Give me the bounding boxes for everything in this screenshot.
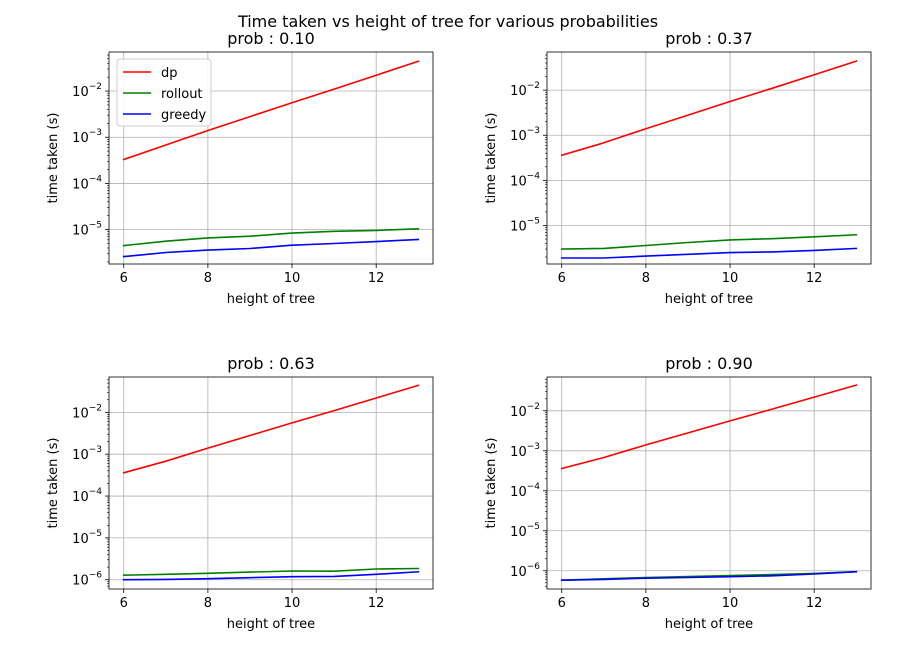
- y-tick-label: 10−5: [72, 221, 102, 239]
- x-tick-label: 10: [722, 596, 739, 611]
- y-tick-label: 10−4: [72, 174, 102, 192]
- y-axis-label: time taken (s): [484, 113, 499, 204]
- x-tick-label: 12: [806, 271, 823, 286]
- series-line-rollout: [122, 567, 420, 577]
- y-tick-label: 10−6: [72, 571, 102, 589]
- axes-frame: [546, 376, 872, 590]
- x-tick-label: 12: [368, 596, 385, 611]
- series-line-rollout: [560, 233, 858, 250]
- x-tick-label: 8: [642, 271, 650, 286]
- y-tick-label: 10−5: [510, 216, 540, 234]
- subplot-1: 6 8 10 12 10−5 10−4 10−3 10−2 prob : 0.10 height …: [46, 29, 434, 307]
- y-axis-label: time taken (s): [484, 438, 499, 529]
- x-tick-label: 12: [368, 271, 385, 286]
- subplot-title: prob : 0.90: [665, 354, 753, 373]
- y-tick-label: 10−3: [72, 445, 102, 463]
- x-axis-label: height of tree: [227, 292, 315, 307]
- series-line-greedy: [122, 238, 420, 258]
- y-tick-label: 10−2: [72, 82, 102, 100]
- x-tick-label: 10: [722, 271, 739, 286]
- figure-suptitle: Time taken vs height of tree for various…: [237, 12, 658, 31]
- y-tick-label: 10−4: [510, 171, 540, 189]
- axes-frame: [546, 51, 872, 265]
- y-tick-label: 10−5: [72, 529, 102, 547]
- x-axis-label: height of tree: [227, 617, 315, 632]
- y-tick-label: 10−5: [510, 522, 540, 540]
- x-tick-label: 6: [558, 271, 566, 286]
- series-line-greedy: [122, 570, 420, 581]
- y-tick-label: 10−4: [510, 482, 540, 500]
- y-tick-label: 10−2: [72, 403, 102, 421]
- x-tick-label: 8: [204, 596, 212, 611]
- subplot-title: prob : 0.10: [227, 29, 315, 48]
- y-axis-label: time taken (s): [46, 438, 61, 529]
- x-tick-label: 8: [204, 271, 212, 286]
- y-tick-label: 10−3: [72, 128, 102, 146]
- x-axis-label: height of tree: [665, 292, 753, 307]
- axes-frame: [108, 376, 434, 590]
- subplot-4: 6 8 10 12 10−6 10−5 10−4 10−3 10−2 prob : 0.90 hei…: [484, 354, 872, 632]
- subplot-title: prob : 0.63: [227, 354, 315, 373]
- y-tick-label: 10−4: [72, 487, 102, 505]
- legend-label-dp: dp: [161, 66, 178, 81]
- series-line-dp: [560, 60, 858, 157]
- x-tick-label: 6: [120, 596, 128, 611]
- x-tick-label: 8: [642, 596, 650, 611]
- y-tick-label: 10−3: [510, 442, 540, 460]
- series-line-rollout: [122, 227, 420, 247]
- axes-frame: [108, 51, 434, 265]
- series-line-dp: [122, 384, 420, 474]
- x-tick-label: 12: [806, 596, 823, 611]
- legend-box: [116, 58, 212, 127]
- y-tick-label: 10−6: [510, 562, 540, 580]
- x-tick-label: 10: [284, 596, 301, 611]
- series-line-dp: [560, 384, 858, 470]
- y-axis-label: time taken (s): [46, 113, 61, 204]
- x-tick-label: 6: [120, 271, 128, 286]
- x-tick-label: 6: [558, 596, 566, 611]
- y-tick-label: 10−2: [510, 402, 540, 420]
- x-axis-label: height of tree: [665, 617, 753, 632]
- y-tick-label: 10−3: [510, 126, 540, 144]
- x-tick-label: 10: [284, 271, 301, 286]
- y-tick-label: 10−2: [510, 81, 540, 99]
- legend-label-rollout: rollout: [161, 87, 203, 102]
- subplot-title: prob : 0.37: [665, 29, 753, 48]
- series-line-dp: [122, 60, 420, 161]
- subplot-3: 6 8 10 12 10−6 10−5 10−4 10−3 10−2 prob : 0.63 hei…: [46, 354, 434, 632]
- legend: dp rollout greedy: [116, 58, 212, 127]
- series-line-greedy: [560, 247, 858, 259]
- subplot-2: 6 8 10 12 10−5 10−4 10−3 10−2 prob : 0.37 height …: [484, 29, 872, 307]
- series-line-greedy: [560, 570, 858, 582]
- legend-label-greedy: greedy: [161, 108, 207, 123]
